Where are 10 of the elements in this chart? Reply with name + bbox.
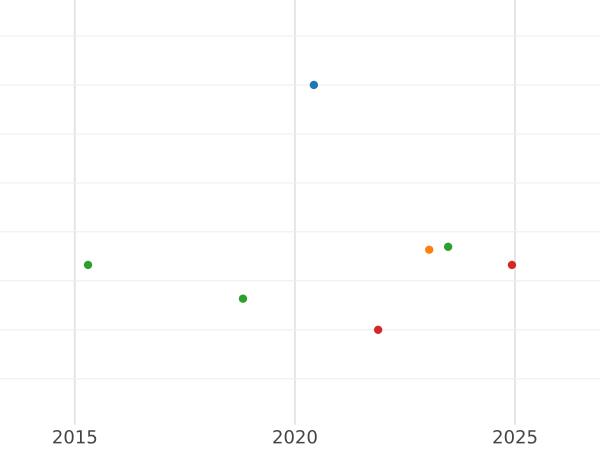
point [444,242,452,251]
x-tick-label: 2025 [493,430,536,444]
point [374,326,382,334]
point [508,260,516,270]
x-tick-label: 2015 [53,430,96,444]
x-tick-label: 2020 [273,430,317,444]
point [238,294,248,303]
point [84,260,92,270]
point [310,80,318,90]
point [425,246,434,254]
